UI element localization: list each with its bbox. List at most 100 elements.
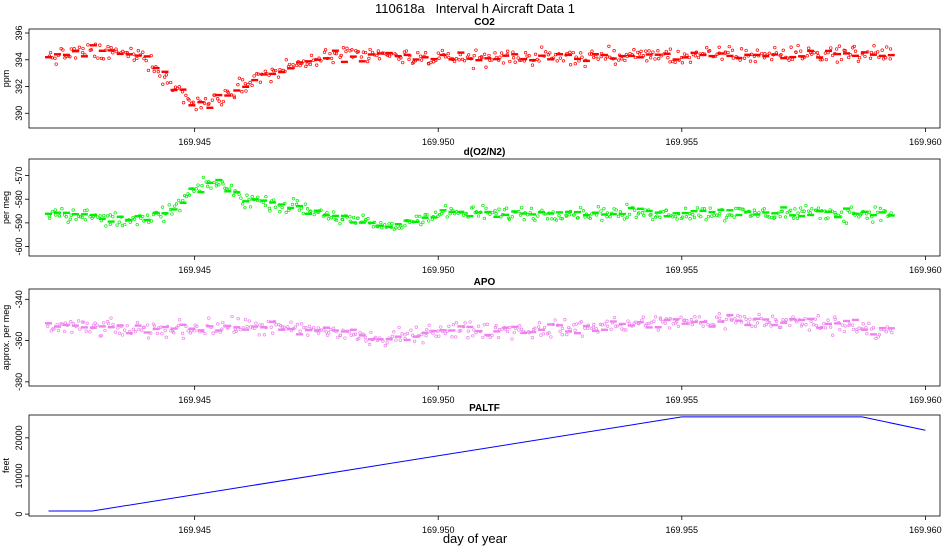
data-point (733, 317, 737, 321)
data-point (706, 323, 710, 327)
data-point (111, 51, 115, 55)
data-point (155, 331, 159, 336)
data-point (403, 333, 407, 337)
data-point (339, 53, 343, 58)
data-point (405, 331, 410, 336)
data-point (397, 325, 401, 330)
y-tick-label: -360 (14, 332, 24, 350)
data-point (872, 44, 876, 48)
data-point (602, 206, 606, 211)
data-point (312, 212, 316, 217)
data-point (325, 333, 330, 337)
data-point (331, 326, 336, 330)
data-point (537, 321, 542, 325)
data-point (302, 326, 306, 330)
data-point (136, 49, 140, 53)
data-point (876, 210, 880, 214)
data-point (824, 57, 828, 62)
data-point (594, 213, 599, 217)
data-point (331, 60, 335, 65)
y-tick-label: 396 (14, 25, 24, 40)
data-point (436, 51, 440, 55)
data-point (780, 209, 784, 213)
data-point (280, 205, 284, 210)
data-point (850, 323, 855, 327)
y-tick-label: 394 (14, 52, 24, 67)
data-point (572, 213, 576, 217)
data-point (328, 51, 332, 56)
data-point (823, 51, 828, 55)
data-point (511, 50, 515, 54)
data-point (165, 81, 170, 85)
data-point (490, 210, 495, 215)
data-point (232, 94, 236, 98)
data-point (425, 212, 429, 217)
data-point (70, 330, 74, 335)
data-point (237, 76, 242, 80)
data-point (287, 62, 292, 67)
data-point (830, 53, 835, 58)
data-point (232, 95, 237, 100)
data-point (327, 331, 331, 335)
data-point (739, 47, 744, 51)
data-point (69, 320, 73, 324)
data-point (748, 59, 753, 63)
data-point (537, 59, 541, 63)
data-point (779, 325, 783, 329)
data-point (548, 51, 552, 55)
data-point (243, 81, 247, 86)
data-point (147, 220, 151, 225)
data-point (844, 221, 849, 225)
data-point (517, 324, 522, 328)
data-point (592, 322, 596, 327)
data-point (424, 334, 428, 338)
data-point (211, 331, 215, 335)
data-point (536, 325, 541, 329)
data-point (795, 320, 799, 324)
data-point (482, 52, 487, 56)
data-point (215, 182, 219, 186)
data-point (359, 55, 364, 59)
y-tick-label: -570 (14, 167, 24, 185)
data-point (762, 207, 766, 211)
data-point (815, 51, 820, 55)
data-point (144, 58, 148, 63)
data-point (50, 209, 55, 214)
data-point (573, 328, 577, 332)
data-point (385, 341, 389, 345)
data-point (824, 217, 828, 221)
data-point (358, 331, 362, 335)
data-point (368, 342, 372, 347)
data-point (816, 206, 821, 210)
data-point (560, 333, 564, 337)
data-point (668, 60, 672, 64)
data-point (633, 208, 637, 212)
data-point (338, 333, 343, 337)
data-point (248, 80, 252, 85)
data-point (655, 214, 659, 218)
data-point (276, 75, 281, 79)
data-point (807, 328, 811, 332)
data-point (873, 205, 877, 209)
data-point (773, 215, 777, 219)
data-point (106, 44, 110, 49)
data-point (565, 332, 569, 337)
data-point (348, 215, 352, 219)
data-point (205, 184, 210, 189)
data-point (750, 213, 754, 217)
data-point (843, 324, 847, 328)
data-point (856, 59, 861, 64)
data-point (278, 210, 282, 214)
data-point (341, 218, 345, 222)
y-tick-label: -340 (14, 290, 24, 308)
data-point (291, 62, 295, 67)
data-point (493, 208, 497, 213)
data-point (679, 315, 683, 319)
data-point (99, 334, 103, 338)
data-point (412, 339, 417, 343)
data-point (607, 44, 611, 48)
data-point (129, 46, 133, 51)
data-point (245, 324, 249, 329)
data-point (446, 52, 450, 56)
data-point (398, 338, 402, 342)
